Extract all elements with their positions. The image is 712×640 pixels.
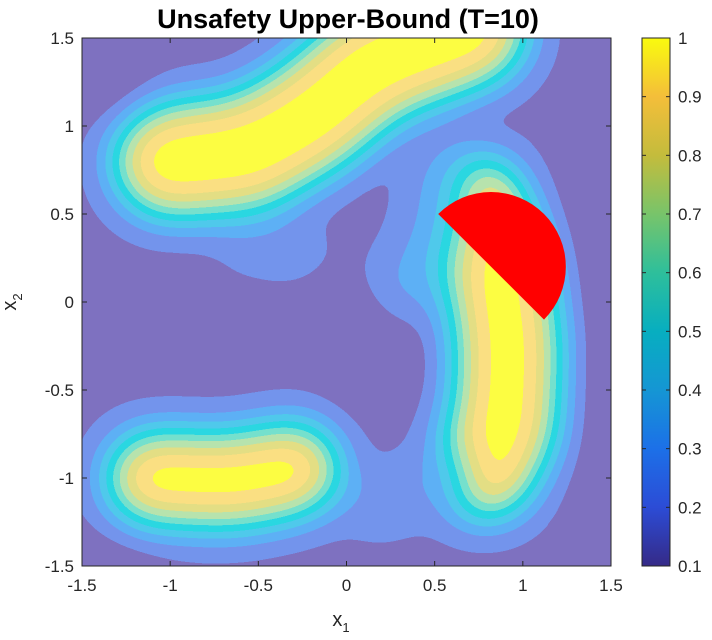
colorbar-tick-label: 0.5 (678, 322, 702, 341)
y-tick-label: -0.5 (45, 381, 74, 400)
y-axis-label: x2 (0, 293, 25, 310)
field-stroke-4 (218, 218, 325, 272)
colorbar-tick-label: 0.1 (678, 557, 702, 576)
y-tick-label: -1.5 (45, 557, 74, 576)
colorbar-tick-label: 0.6 (678, 264, 702, 283)
x-axis: -1.5 -1 -0.5 0 0.5 1 1.5 (67, 38, 623, 595)
contour-field (82, 38, 611, 566)
y-tick-label: 0 (65, 293, 74, 312)
y-axis: -1.5 -1 -0.5 0 0.5 1 1.5 (45, 29, 611, 576)
y-tick-label: 0.5 (50, 205, 74, 224)
colorbar-tick-label: 0.8 (678, 146, 702, 165)
x-tick-label: -0.5 (244, 576, 273, 595)
y-tick-label: 1 (65, 117, 74, 136)
y-tick-label: 1.5 (50, 29, 74, 48)
plot-area (82, 38, 611, 566)
field-stroke-5 (346, 451, 470, 531)
x-tick-label: 0.5 (423, 576, 447, 595)
x-tick-label: 0 (342, 576, 351, 595)
colorbar-tick-label: 0.2 (678, 498, 702, 517)
colorbar-tick-label: 0.3 (678, 440, 702, 459)
x-tick-label: -1.5 (67, 576, 96, 595)
chart-title: Unsafety Upper-Bound (T=10) (157, 4, 539, 34)
colorbar-tick-label: 0.4 (678, 381, 702, 400)
colorbar-tick-label: 1 (678, 29, 687, 48)
unsafe-region-layer (438, 192, 566, 320)
x-tick-label: 1.5 (599, 576, 623, 595)
colorbar-gradient (641, 37, 671, 567)
field-stroke-6 (315, 288, 418, 404)
field-stroke-8 (571, 112, 611, 566)
field-stroke-1 (108, 425, 338, 526)
colorbar: 0.1 0.2 0.3 0.4 0.5 0.6 0.7 0.8 0.9 1 (641, 29, 702, 576)
unsafe-region (438, 192, 566, 320)
x-tick-label: -1 (163, 576, 178, 595)
field-stroke-7 (82, 38, 153, 127)
field-stroke-3 (372, 143, 470, 320)
colorbar-tick-label: 0.9 (678, 88, 702, 107)
x-tick-label: 1 (518, 576, 527, 595)
field-stroke-9 (82, 544, 155, 566)
x-axis-label: x1 (332, 609, 349, 635)
colorbar-tick-label: 0.7 (678, 205, 702, 224)
field-stroke-0 (115, 38, 524, 216)
y-tick-label: -1 (59, 469, 74, 488)
